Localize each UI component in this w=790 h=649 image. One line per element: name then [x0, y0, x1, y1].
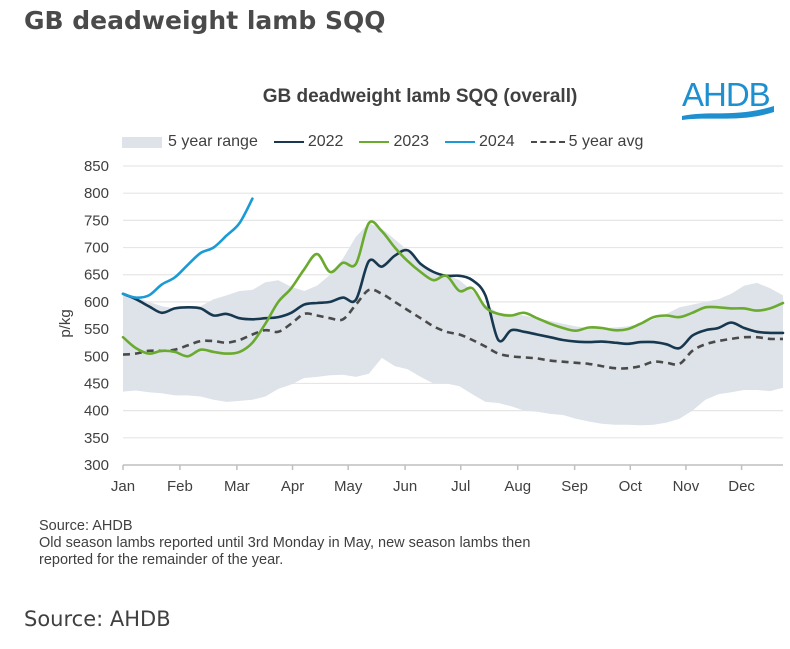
logo-wave-icon	[682, 106, 774, 120]
y-tick-label: 700	[84, 240, 109, 257]
chart-footnote-line-2: reported for the remainder of the year.	[39, 552, 284, 568]
x-tick-label: Mar	[224, 478, 250, 495]
y-axis-label: p/kg	[57, 309, 74, 337]
legend-swatch-2022	[273, 141, 304, 143]
y-axis: 300 350 400 450 500 550 600 650 700 750 800 850	[84, 158, 109, 474]
legend-label-range: 5 year range	[168, 133, 258, 150]
legend-label-avg: 5 year avg	[568, 133, 644, 150]
x-tick-label: May	[334, 478, 363, 495]
x-tick-label: Jul	[451, 478, 470, 495]
y-tick-label: 600	[84, 294, 109, 311]
legend-item-2024: 2024	[445, 133, 515, 151]
legend-item-avg: 5 year avg	[530, 133, 644, 151]
y-tick-label: 650	[84, 267, 109, 284]
range-band-layer	[123, 223, 783, 426]
chart-footnote-line-1: Old season lambs reported until 3rd Mond…	[39, 535, 531, 551]
x-tick-label: Jan	[111, 478, 135, 495]
y-tick-label: 850	[84, 158, 109, 175]
y-tick-label: 550	[84, 321, 109, 338]
range-band-area	[123, 223, 783, 426]
x-tick-label: Nov	[673, 478, 700, 495]
legend-item-2022: 2022	[273, 133, 344, 151]
y-tick-label: 400	[84, 403, 109, 420]
x-tick-label: Dec	[728, 478, 755, 495]
page-title: GB deadweight lamb SQQ	[24, 6, 386, 35]
series-line-2023	[121, 220, 785, 358]
y-tick-label: 450	[84, 375, 109, 392]
series-line-5-year-avg	[122, 288, 784, 370]
x-tick-label: Apr	[281, 478, 304, 495]
x-tick-label: Jun	[393, 478, 417, 495]
series-line-2022	[121, 248, 785, 350]
logo-text: AHDB	[682, 76, 771, 113]
legend-swatch-2024	[445, 141, 476, 143]
legend-swatch-2023	[359, 141, 390, 143]
legend-label-2022: 2022	[307, 133, 344, 150]
y-tick-label: 350	[84, 430, 109, 447]
page-source: Source: AHDB	[24, 607, 171, 631]
series-layer	[121, 197, 785, 370]
line-chart: 300 350 400 450 500 550 600 650 700 750 800 850 Jan…	[57, 158, 785, 495]
legend-label-2024: 2024	[479, 133, 515, 150]
chart-notes: Source: AHDB Old season lambs reported u…	[39, 518, 679, 569]
y-tick-label: 300	[84, 457, 109, 474]
ahdb-logo: AHDB	[680, 76, 780, 126]
legend-item-2023: 2023	[359, 133, 429, 151]
x-tick-label: Oct	[619, 478, 643, 495]
x-tick-label: Aug	[504, 478, 531, 495]
y-tick-label: 750	[84, 212, 109, 229]
legend-swatch-avg	[530, 141, 565, 143]
chart-source-note: Source: AHDB	[39, 518, 133, 534]
legend-swatch-range	[122, 136, 162, 148]
x-tick-label: Feb	[167, 478, 193, 495]
y-tick-label: 500	[84, 348, 109, 365]
chart-title: GB deadweight lamb SQQ (overall)	[262, 86, 578, 107]
y-tick-label: 800	[84, 185, 109, 202]
series-line-2024	[121, 197, 254, 299]
legend-label-2023: 2023	[393, 133, 430, 150]
chart-legend: 5 year range 2022 2023 2024 5 year avg	[122, 132, 659, 152]
legend-item-range: 5 year range	[122, 133, 258, 151]
x-tick-label: Sep	[561, 478, 588, 495]
x-axis: Jan Feb Mar Apr May Jun Jul Aug Sep Oct Nov Dec	[111, 464, 783, 495]
